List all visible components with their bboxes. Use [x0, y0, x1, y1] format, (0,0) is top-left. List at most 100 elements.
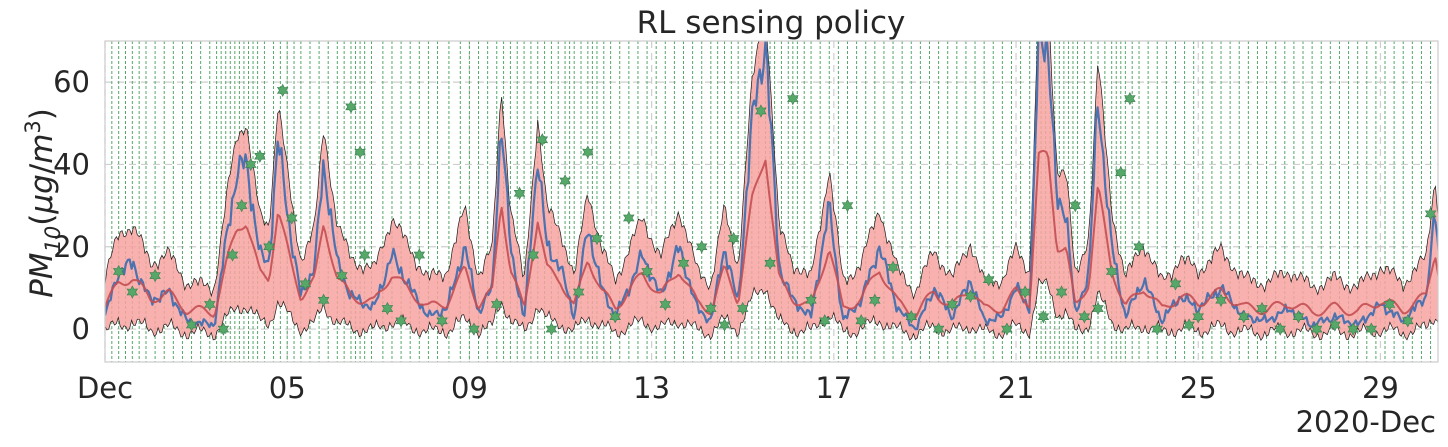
- sensing-marker: [149, 268, 161, 283]
- sensing-marker: [727, 231, 740, 246]
- y-label-slash: /: [24, 163, 60, 174]
- sensing-marker: [1402, 314, 1414, 328]
- sensing-marker: [536, 133, 549, 147]
- sensing-marker: [286, 211, 298, 225]
- sensing-marker: [869, 293, 881, 307]
- sensing-marker: [235, 198, 248, 213]
- observed-line: [105, 41, 1438, 331]
- x-tick-label: 29: [1362, 371, 1399, 405]
- sensing-marker: [1133, 240, 1145, 254]
- sensing-marker: [1092, 301, 1104, 316]
- x-tick-label: 09: [451, 371, 488, 405]
- sensing-marker: [887, 260, 899, 274]
- y-tick-label: 60: [53, 65, 90, 99]
- y-label-subscript: 10: [41, 226, 65, 253]
- sensing-marker: [718, 318, 731, 332]
- sensing-marker: [1347, 322, 1359, 336]
- sensing-marker: [217, 322, 230, 336]
- y-tick-label: 40: [53, 147, 90, 181]
- sensing-marker: [1424, 207, 1437, 221]
- x-tick-label: 21: [998, 371, 1035, 405]
- sensing-marker: [1274, 322, 1286, 336]
- sensing-marker: [1169, 277, 1182, 291]
- sensing-marker: [1256, 301, 1268, 316]
- sensing-marker: [254, 149, 266, 163]
- y-tick-label: 20: [53, 230, 90, 264]
- sensing-marker: [1329, 318, 1341, 332]
- sensing-marker: [1055, 285, 1068, 299]
- sensing-marker: [1151, 322, 1163, 336]
- sensing-marker: [527, 248, 539, 262]
- sensing-marker: [185, 318, 198, 332]
- plot-frame: [104, 40, 1439, 363]
- sensing-marker: [1215, 293, 1227, 307]
- sensing-marker: [591, 231, 603, 246]
- sensing-marker: [263, 240, 275, 254]
- prediction-band-upper-edge: [105, 41, 1438, 301]
- sensing-marker: [276, 83, 289, 98]
- predicted-series: [105, 149, 1438, 319]
- observed-series: [105, 41, 1438, 331]
- sensing-marker: [982, 273, 995, 287]
- sensing-marker: [1037, 310, 1050, 324]
- x-tick-label: Dec: [77, 371, 133, 405]
- y-tick-labels: 0 20 40 60: [53, 65, 90, 346]
- sensing-marker: [513, 186, 526, 200]
- sensing-marker: [572, 285, 585, 299]
- sensing-marker: [1192, 310, 1204, 324]
- y-label-open-paren: (: [24, 214, 60, 226]
- sensing-marker: [381, 301, 394, 316]
- sensing-markers: [112, 83, 1437, 336]
- y-label-mu: μg: [24, 174, 60, 214]
- y-label-superscript: 3: [21, 120, 45, 133]
- sensing-marker: [1069, 198, 1081, 213]
- sensing-marker: [705, 301, 717, 316]
- sensing-marker: [559, 174, 571, 188]
- sensing-marker: [764, 256, 776, 270]
- sensing-marker: [413, 248, 426, 262]
- x-axis-offset-label: 2020-Dec: [1296, 405, 1436, 439]
- sensing-marker: [964, 289, 977, 303]
- sensing-marker: [545, 322, 558, 336]
- sensing-marker: [1124, 91, 1136, 106]
- prediction-interval-band: [105, 41, 1438, 342]
- sensing-marker: [1105, 264, 1118, 279]
- sensing-marker: [855, 314, 867, 328]
- sensing-marker: [946, 297, 959, 312]
- x-tick-label: 13: [633, 371, 670, 405]
- sensing-marker: [1238, 310, 1250, 324]
- sensing-marker: [317, 293, 330, 307]
- sensing-marker: [623, 211, 635, 225]
- y-label-close-paren: ): [24, 108, 60, 120]
- sensing-marker: [112, 264, 125, 279]
- sensing-marker: [226, 248, 239, 262]
- predicted-line: [105, 149, 1438, 319]
- sensing-marker: [805, 293, 817, 307]
- sensing-marker: [395, 314, 407, 328]
- sensing-marker: [841, 198, 854, 213]
- y-label-main: PM: [24, 252, 60, 297]
- sensing-marker: [490, 297, 503, 312]
- sensing-marker: [126, 285, 139, 299]
- sensing-marker: [1365, 322, 1378, 336]
- sensing-marker: [818, 314, 831, 328]
- sensing-marker: [1019, 285, 1031, 299]
- sensing-marker: [1383, 297, 1396, 312]
- sensing-marker: [1310, 322, 1323, 336]
- prediction-band-lower-edge: [105, 277, 1438, 342]
- sensing-marker: [299, 277, 312, 291]
- sensing-marker: [468, 322, 480, 336]
- sensing-marker: [932, 322, 945, 336]
- x-tick-labels: Dec 05 09 13 17 21 25 29: [77, 371, 1399, 405]
- sensing-marker: [736, 301, 749, 316]
- sensing-marker: [609, 310, 621, 324]
- prediction-band-area: [105, 41, 1438, 341]
- chart-title: RL sensing policy: [637, 5, 906, 41]
- sensing-marker: [354, 145, 366, 159]
- sensing-marker: [1115, 166, 1127, 180]
- sensing-marker: [787, 91, 799, 106]
- sensing-marker: [755, 104, 767, 118]
- sensing-marker: [245, 157, 257, 172]
- sensing-marker: [204, 297, 216, 312]
